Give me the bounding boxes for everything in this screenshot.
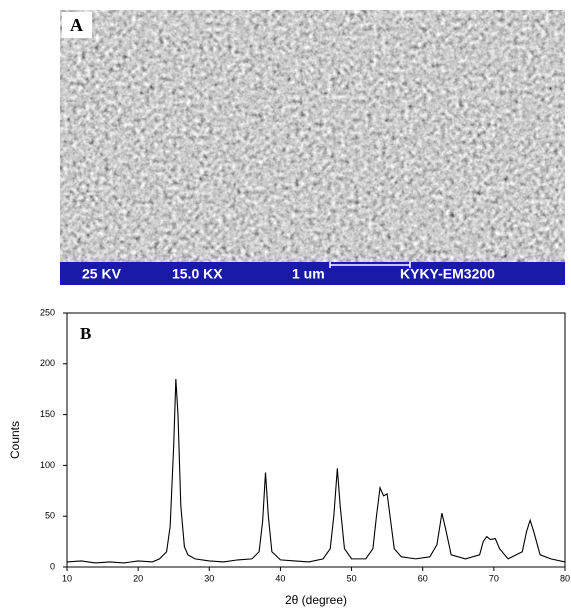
info-text: KYKY-EM3200	[400, 266, 495, 282]
info-text: 1 um	[292, 266, 325, 282]
x-tick-label: 30	[204, 573, 214, 583]
x-axis-label: 2θ (degree)	[285, 593, 347, 607]
y-tick-label: 150	[40, 409, 55, 419]
xrd-line	[66, 379, 566, 564]
y-tick-label: 50	[45, 511, 55, 521]
x-tick-label: 60	[418, 573, 428, 583]
info-text: 25 KV	[82, 266, 122, 282]
x-tick-label: 80	[560, 573, 570, 583]
x-tick-label: 40	[275, 573, 285, 583]
x-tick-label: 10	[62, 573, 72, 583]
y-tick-label: 200	[40, 358, 55, 368]
y-tick-label: 250	[40, 307, 55, 317]
x-tick-label: 20	[133, 573, 143, 583]
panel-label-box	[62, 12, 92, 38]
x-tick-label: 70	[489, 573, 499, 583]
x-tick-label: 50	[347, 573, 357, 583]
sem-texture	[60, 10, 565, 262]
plot-frame	[66, 312, 566, 568]
panel-label: A	[70, 15, 83, 35]
scale-bar	[329, 262, 411, 268]
y-axis-label: Counts	[8, 421, 22, 459]
y-tick-label: 0	[50, 561, 55, 571]
info-bar	[60, 262, 565, 285]
info-text: 15.0 KX	[172, 266, 223, 282]
panel-label: B	[80, 324, 91, 343]
y-tick-label: 100	[40, 460, 55, 470]
